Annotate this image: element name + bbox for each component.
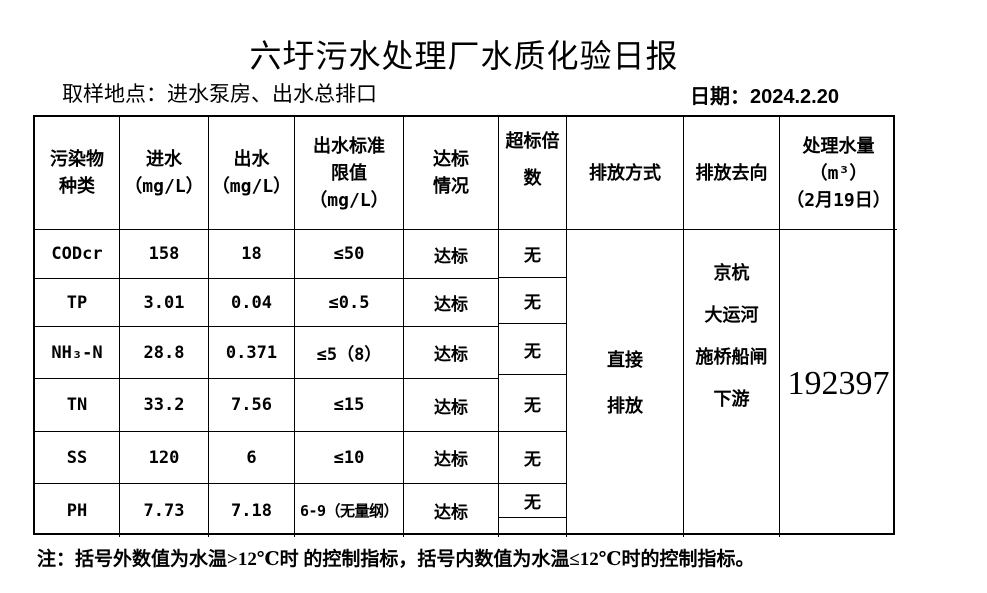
effluent-value: 6	[209, 432, 295, 484]
treated-volume-cell: 192397	[780, 230, 897, 537]
influent-value: 7.73	[120, 484, 209, 537]
header-treated-volume: 处理水量 （m³） （2月19日）	[780, 117, 897, 230]
effluent-value: 7.18	[209, 484, 295, 537]
effluent-value: 0.371	[209, 327, 295, 379]
header-exceed: 超标倍 数	[499, 117, 567, 230]
pollutant-name: PH	[35, 484, 120, 537]
limit-value: ≤5（8）	[295, 327, 404, 379]
limit-value: ≤50	[295, 230, 404, 279]
exceed-value: 无	[499, 484, 566, 518]
influent-value: 33.2	[120, 379, 209, 432]
header-influent: 进水 （mg/L）	[120, 117, 209, 230]
header-discharge-mode: 排放方式	[567, 117, 684, 230]
limit-value: ≤0.5	[295, 279, 404, 327]
header-limit: 出水标准 限值 （mg/L）	[295, 117, 404, 230]
effluent-value: 18	[209, 230, 295, 279]
status-value: 达标	[404, 379, 499, 432]
pollutant-name: TN	[35, 379, 120, 432]
header-status: 达标 情况	[404, 117, 499, 230]
status-value: 达标	[404, 230, 499, 279]
pollutant-name: NH₃-N	[35, 327, 120, 379]
exceed-value: 无	[499, 375, 566, 432]
pollutant-name: TP	[35, 279, 120, 327]
limit-value: ≤10	[295, 432, 404, 484]
exceed-value: 无	[499, 324, 566, 375]
sampling-location: 取样地点：进水泵房、出水总排口	[62, 82, 377, 106]
exceed-column: 无 无 无 无 无 无	[499, 230, 567, 537]
limit-value: 6-9（无量纲）	[295, 484, 404, 537]
page-title: 六圩污水处理厂水质化验日报	[249, 38, 679, 74]
exceed-value: 无	[499, 432, 566, 484]
treated-volume-value: 192397	[787, 364, 890, 402]
influent-value: 158	[120, 230, 209, 279]
status-value: 达标	[404, 432, 499, 484]
header-pollutant: 污染物 种类	[35, 117, 120, 230]
effluent-value: 0.04	[209, 279, 295, 327]
status-value: 达标	[404, 327, 499, 379]
status-value: 达标	[404, 279, 499, 327]
report-date: 日期：2024.2.20	[690, 86, 839, 108]
limit-value: ≤15	[295, 379, 404, 432]
pollutant-name: SS	[35, 432, 120, 484]
exceed-value: 无	[499, 230, 566, 278]
influent-value: 28.8	[120, 327, 209, 379]
influent-value: 120	[120, 432, 209, 484]
footnote: 注：括号外数值为水温>12℃时 的控制指标，括号内数值为水温≤12℃时的控制指标…	[37, 549, 755, 570]
influent-value: 3.01	[120, 279, 209, 327]
discharge-mode-cell: 直接 排放	[567, 230, 684, 537]
header-discharge-destination: 排放去向	[684, 117, 780, 230]
water-quality-table: 污染物 种类 进水 （mg/L） 出水 （mg/L） 出水标准 限值 （mg/L…	[33, 115, 897, 537]
discharge-destination-cell: 京杭 大运河 施桥船闸 下游	[684, 230, 780, 537]
pollutant-name: CODcr	[35, 230, 120, 279]
header-effluent: 出水 （mg/L）	[209, 117, 295, 230]
exceed-value: 无	[499, 278, 566, 324]
status-value: 达标	[404, 484, 499, 537]
effluent-value: 7.56	[209, 379, 295, 432]
